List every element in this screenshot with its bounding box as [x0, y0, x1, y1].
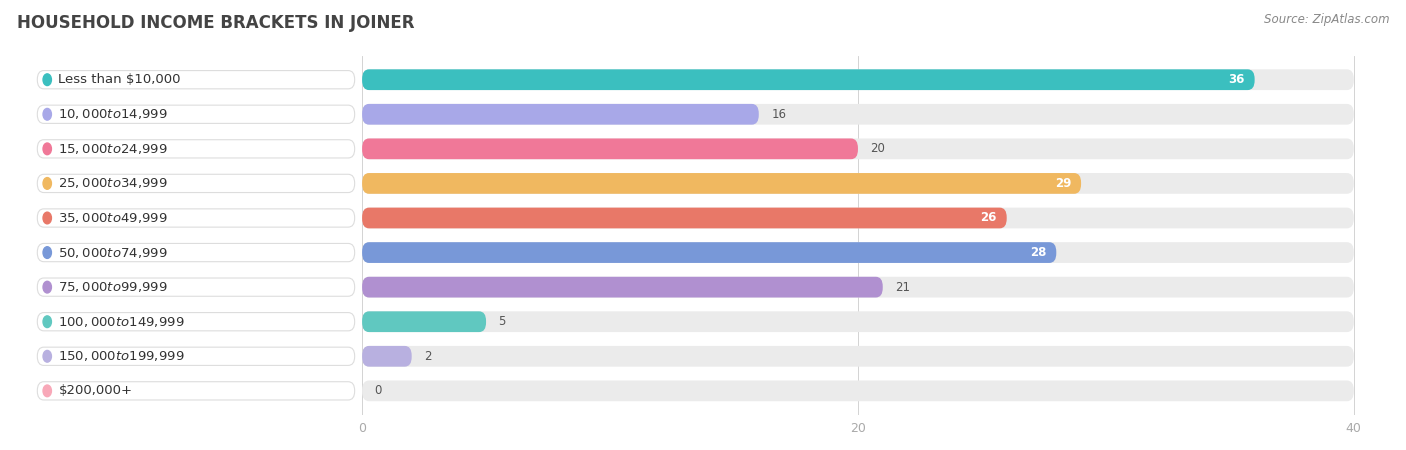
FancyBboxPatch shape	[38, 105, 354, 123]
FancyBboxPatch shape	[38, 140, 354, 158]
Circle shape	[44, 281, 52, 293]
Circle shape	[44, 247, 52, 258]
Circle shape	[44, 385, 52, 397]
Circle shape	[44, 143, 52, 155]
Text: 36: 36	[1229, 73, 1244, 86]
Text: $75,000 to $99,999: $75,000 to $99,999	[59, 280, 169, 294]
FancyBboxPatch shape	[363, 346, 412, 367]
Text: 29: 29	[1054, 177, 1071, 190]
Circle shape	[44, 74, 52, 86]
Circle shape	[44, 212, 52, 224]
Text: $35,000 to $49,999: $35,000 to $49,999	[59, 211, 169, 225]
Circle shape	[44, 351, 52, 362]
FancyBboxPatch shape	[363, 104, 759, 125]
FancyBboxPatch shape	[363, 139, 1354, 159]
FancyBboxPatch shape	[363, 207, 1354, 228]
FancyBboxPatch shape	[363, 277, 883, 297]
FancyBboxPatch shape	[363, 277, 1354, 297]
FancyBboxPatch shape	[363, 69, 1354, 90]
FancyBboxPatch shape	[38, 243, 354, 262]
FancyBboxPatch shape	[38, 382, 354, 400]
Text: 2: 2	[425, 350, 432, 363]
Text: $150,000 to $199,999: $150,000 to $199,999	[59, 349, 186, 363]
Circle shape	[44, 316, 52, 328]
Text: $50,000 to $74,999: $50,000 to $74,999	[59, 246, 169, 260]
Text: 26: 26	[980, 212, 997, 225]
Text: $100,000 to $149,999: $100,000 to $149,999	[59, 315, 186, 328]
FancyBboxPatch shape	[363, 381, 1354, 401]
FancyBboxPatch shape	[363, 242, 1354, 263]
Text: Less than $10,000: Less than $10,000	[59, 73, 181, 86]
Text: HOUSEHOLD INCOME BRACKETS IN JOINER: HOUSEHOLD INCOME BRACKETS IN JOINER	[17, 14, 415, 32]
Text: $15,000 to $24,999: $15,000 to $24,999	[59, 142, 169, 156]
Text: 5: 5	[499, 315, 506, 328]
Circle shape	[44, 178, 52, 189]
FancyBboxPatch shape	[363, 173, 1354, 194]
FancyBboxPatch shape	[363, 173, 1081, 194]
Text: 21: 21	[896, 281, 910, 294]
Text: 16: 16	[770, 108, 786, 121]
FancyBboxPatch shape	[38, 209, 354, 227]
FancyBboxPatch shape	[38, 313, 354, 331]
FancyBboxPatch shape	[363, 139, 858, 159]
FancyBboxPatch shape	[38, 278, 354, 296]
Text: 20: 20	[870, 142, 886, 155]
Text: 28: 28	[1031, 246, 1046, 259]
FancyBboxPatch shape	[363, 311, 1354, 332]
Text: 0: 0	[374, 384, 382, 397]
Text: $25,000 to $34,999: $25,000 to $34,999	[59, 176, 169, 190]
Text: $200,000+: $200,000+	[59, 384, 132, 397]
Circle shape	[44, 108, 52, 120]
FancyBboxPatch shape	[363, 346, 1354, 367]
FancyBboxPatch shape	[363, 104, 1354, 125]
FancyBboxPatch shape	[363, 207, 1007, 228]
Text: Source: ZipAtlas.com: Source: ZipAtlas.com	[1264, 14, 1389, 27]
FancyBboxPatch shape	[38, 347, 354, 365]
Text: $10,000 to $14,999: $10,000 to $14,999	[59, 107, 169, 121]
FancyBboxPatch shape	[363, 242, 1056, 263]
FancyBboxPatch shape	[38, 71, 354, 89]
FancyBboxPatch shape	[38, 174, 354, 193]
FancyBboxPatch shape	[363, 69, 1254, 90]
FancyBboxPatch shape	[363, 311, 486, 332]
